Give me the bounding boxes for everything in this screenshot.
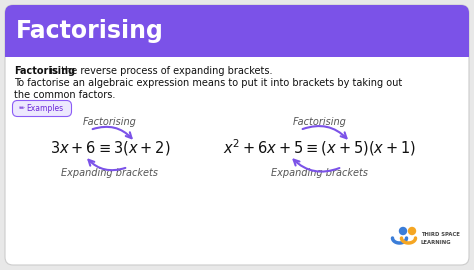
Text: is the reverse process of expanding brackets.: is the reverse process of expanding brac…: [47, 66, 273, 76]
Text: Factorising: Factorising: [14, 66, 75, 76]
Text: $3x + 6 \equiv 3(x + 2)$: $3x + 6 \equiv 3(x + 2)$: [50, 139, 170, 157]
Text: $x^2 + 6x + 5 \equiv (x + 5)(x + 1)$: $x^2 + 6x + 5 \equiv (x + 5)(x + 1)$: [223, 138, 417, 158]
Text: Examples: Examples: [26, 104, 63, 113]
Bar: [5, 49, 469, 57]
Text: Expanding brackets: Expanding brackets: [62, 168, 158, 178]
Text: Factorising: Factorising: [83, 117, 137, 127]
Text: ✏: ✏: [19, 106, 25, 112]
FancyBboxPatch shape: [5, 5, 469, 265]
Text: the common factors.: the common factors.: [14, 90, 115, 100]
Text: To factorise an algebraic expression means to put it into brackets by taking out: To factorise an algebraic expression mea…: [14, 78, 402, 88]
Circle shape: [409, 228, 416, 235]
FancyBboxPatch shape: [12, 100, 72, 116]
Text: Factorising: Factorising: [293, 117, 347, 127]
Text: Expanding brackets: Expanding brackets: [272, 168, 368, 178]
Text: LEARNING: LEARNING: [421, 239, 452, 245]
Circle shape: [400, 228, 407, 235]
FancyBboxPatch shape: [5, 5, 469, 57]
Text: THIRD SPACE: THIRD SPACE: [421, 232, 460, 238]
Text: Factorising: Factorising: [16, 19, 164, 43]
